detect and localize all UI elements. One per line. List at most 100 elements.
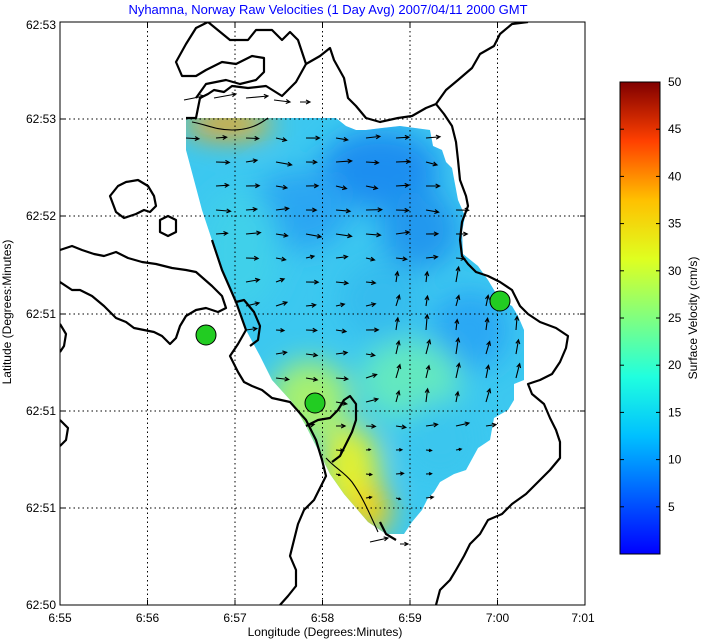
x-tick-label: 7:00 <box>486 611 510 625</box>
velocity-arrow <box>365 185 379 191</box>
velocity-arrow <box>424 294 430 307</box>
velocity-arrow <box>485 294 490 307</box>
y-tick-label: 62:50 <box>26 598 56 612</box>
velocity-arrow <box>424 313 430 331</box>
colorbar-tick-label: 35 <box>668 217 682 231</box>
velocity-arrow <box>335 448 345 453</box>
contour-line-top <box>191 117 269 131</box>
velocity-vectors <box>183 92 522 547</box>
velocity-arrow <box>395 389 401 403</box>
velocity-arrow <box>395 448 404 452</box>
velocity-arrow <box>394 270 400 283</box>
velocity-arrow <box>395 363 402 379</box>
velocity-arrow <box>335 350 349 356</box>
velocity-arrow <box>424 270 430 283</box>
velocity-arrow <box>425 134 442 140</box>
velocity-arrow <box>305 233 323 239</box>
velocity-arrow <box>305 183 320 189</box>
radar-site-east <box>489 290 511 312</box>
velocity-arrow <box>245 135 260 141</box>
grid-lines <box>60 22 585 605</box>
y-tick-label: 62:53 <box>26 112 56 126</box>
velocity-arrow <box>400 541 410 547</box>
velocity-arrow <box>215 159 231 165</box>
y-tick-label: 62:52 <box>26 209 56 223</box>
velocity-arrow <box>365 256 376 262</box>
velocity-arrow <box>365 280 377 286</box>
velocity-arrow <box>395 207 410 213</box>
velocity-arrow <box>365 232 382 238</box>
velocity-arrow <box>305 327 318 333</box>
velocity-arrow <box>305 376 319 382</box>
velocity-arrow <box>300 99 312 105</box>
colorbar-tick-label: 50 <box>668 75 682 89</box>
velocity-arrow <box>455 447 463 452</box>
velocity-arrow <box>395 182 411 188</box>
colorbar-tick-label: 5 <box>668 500 675 514</box>
contour-line-south <box>325 457 379 533</box>
velocity-arrow <box>305 352 319 358</box>
velocity-arrow <box>245 301 261 307</box>
velocity-arrow <box>335 158 353 164</box>
velocity-arrow <box>455 421 471 427</box>
velocity-arrow <box>425 209 440 215</box>
colorbar-tick-label: 10 <box>668 453 682 467</box>
x-tick-label: 7:01 <box>571 611 595 625</box>
velocity-arrow <box>335 302 346 308</box>
velocity-arrow <box>335 136 349 142</box>
velocity-arrow <box>335 254 349 260</box>
velocity-arrow <box>365 423 377 429</box>
velocity-arrow <box>395 424 408 430</box>
velocity-arrow <box>275 232 289 238</box>
velocity-arrow <box>395 159 412 165</box>
velocity-arrow <box>365 397 380 403</box>
velocity-arrow <box>335 208 352 214</box>
velocity-arrow <box>185 136 201 142</box>
velocity-arrow <box>275 301 289 307</box>
velocity-arrow <box>425 183 441 189</box>
x-axis: 6:55 6:56 6:57 6:58 6:59 7:00 7:01 Longi… <box>48 22 595 639</box>
velocity-arrow <box>369 536 390 543</box>
velocity-arrow <box>395 134 411 140</box>
radar-site-south <box>304 392 326 414</box>
velocity-arrow <box>365 448 372 452</box>
velocity-arrow <box>395 294 401 307</box>
velocity-arrow <box>275 137 288 142</box>
velocity-arrow <box>365 352 376 358</box>
velocity-arrow <box>245 158 259 164</box>
y-tick-label: 62:53 <box>26 18 56 32</box>
velocity-arrow <box>335 400 349 406</box>
velocity-arrow <box>365 134 382 140</box>
y-tick-label: 62:51 <box>26 501 56 515</box>
velocity-arrow <box>273 99 292 105</box>
velocity-arrow <box>213 92 238 99</box>
x-axis-label: Longitude (Degrees:Minutes) <box>248 625 403 639</box>
velocity-arrow <box>425 495 435 500</box>
velocity-arrow <box>245 255 260 261</box>
velocity-arrow <box>455 362 461 379</box>
velocity-arrow <box>395 497 402 501</box>
colorbar-tick-label: 40 <box>668 169 682 183</box>
velocity-arrow <box>395 471 405 476</box>
velocity-arrow <box>454 318 460 331</box>
colorbar-tick-label: 30 <box>668 264 682 278</box>
x-tick-label: 6:57 <box>223 611 247 625</box>
velocity-arrow <box>395 230 411 236</box>
velocity-arrow <box>305 279 320 285</box>
velocity-arrow <box>335 185 348 191</box>
velocity-arrow <box>425 161 439 167</box>
velocity-arrow <box>335 473 342 477</box>
velocity-arrow <box>455 336 461 355</box>
velocity-arrow <box>425 448 433 453</box>
velocity-arrow <box>335 328 348 334</box>
velocity-arrow <box>485 422 498 428</box>
velocity-arrow <box>394 316 400 331</box>
colorbar-gradient <box>619 81 661 555</box>
velocity-arrow <box>365 160 380 166</box>
velocity-arrow <box>485 340 491 355</box>
velocity-arrow <box>395 256 408 262</box>
velocity-arrow <box>425 231 440 237</box>
y-tick-label: 62:51 <box>26 307 56 321</box>
velocity-arrow <box>215 135 228 140</box>
velocity-arrow <box>305 254 316 260</box>
